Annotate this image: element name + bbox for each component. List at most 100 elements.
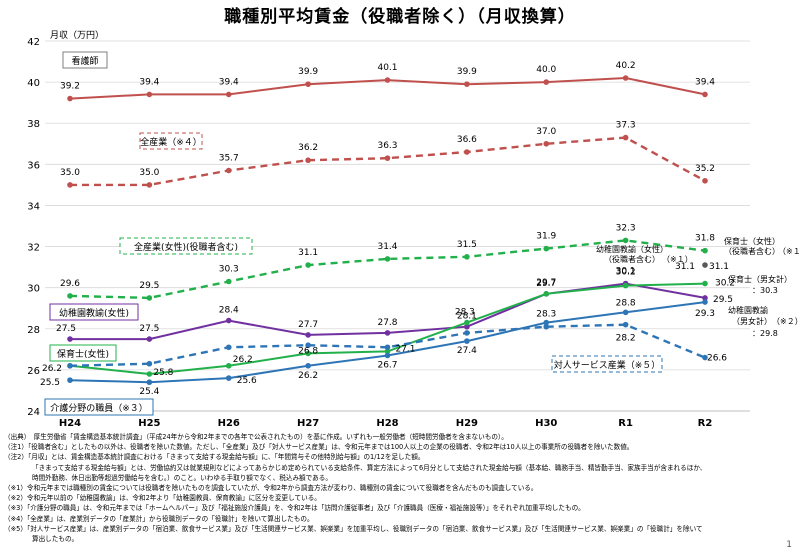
series-label: 保育士(女性) (57, 348, 109, 360)
y-tick-label: 28 (27, 325, 40, 336)
data-point (622, 237, 629, 244)
data-point (543, 323, 550, 330)
data-point (543, 319, 550, 326)
series-label-box (119, 237, 253, 255)
data-label: 39.2 (60, 82, 80, 92)
data-point (146, 379, 153, 386)
data-point (146, 336, 153, 342)
series-label: 全産業(女性)(役職者含む) (134, 241, 238, 253)
data-label: 39.4 (695, 77, 715, 87)
y-tick-label: 26 (27, 366, 40, 377)
data-label: 25.6 (237, 376, 257, 386)
footnote-line: （※3）「介護分野の職員」は、令和元年までは「ホームヘルパー」及び「福祉施設介護… (4, 504, 585, 513)
data-point (225, 344, 232, 351)
data-point (67, 182, 73, 188)
footnote-line: 算出したもの。 (32, 535, 79, 544)
data-point (146, 371, 153, 377)
series-label: 幼稚園教諭(女性) (59, 307, 129, 319)
data-label: 28.8 (616, 298, 636, 308)
data-point (702, 354, 708, 361)
data-label: 31.8 (695, 234, 715, 244)
data-point (225, 362, 232, 369)
y-axis-label: 月収（万円） (50, 29, 104, 41)
data-label: 28.3 (455, 308, 475, 318)
data-point (305, 362, 311, 369)
data-label: 36.3 (377, 141, 397, 151)
data-point (146, 182, 153, 188)
data-point (146, 360, 153, 367)
data-point (702, 247, 708, 254)
data-point (464, 149, 470, 155)
data-label: 29.5 (713, 295, 733, 305)
x-tick-label: R2 (698, 418, 713, 429)
footnote-line: （※1）令和元年までは職種別の賃金については役職者を除いたものを調査していたが、… (4, 484, 538, 493)
y-tick-label: 24 (27, 407, 40, 418)
data-point (67, 336, 73, 342)
annotation-text: （役職者含む） (604, 254, 660, 264)
data-point (702, 177, 708, 184)
data-label: 30.1 (616, 267, 636, 277)
data-label: 36.2 (298, 143, 318, 153)
data-point (384, 256, 391, 262)
data-point (622, 282, 629, 289)
x-tick-label: H26 (218, 418, 240, 429)
data-point (543, 245, 550, 252)
data-label: 27.5 (56, 324, 76, 334)
line-chart: 24 26 28 30 32 34 36 38 40 42 月収（万円） H24 H25 H26 H27 H2… (27, 29, 800, 429)
data-point (384, 155, 391, 161)
data-point (543, 140, 550, 147)
data-label: 28.1 (457, 312, 477, 322)
data-point (305, 157, 311, 164)
series-label-box (62, 51, 108, 69)
data-label: 27.1 (395, 344, 415, 354)
data-point (702, 262, 708, 268)
y-tick-label: 30 (27, 284, 40, 295)
footnote-line: 「きまって支給する現金給与額」とは、労働協約又は就業規則などによってあらかじめ定… (32, 463, 707, 472)
annotation-text: （役職者含む） (724, 246, 780, 256)
annotation-text: ：29.8 (752, 329, 778, 338)
data-label: 28.3 (536, 310, 556, 320)
data-label: 25.4 (139, 387, 159, 397)
data-point (146, 91, 153, 98)
x-tick-label: R1 (618, 418, 633, 429)
series-label: 介護分野の職員（※３） (50, 402, 148, 414)
data-label: 30.2 (616, 268, 636, 278)
annotation-text: （男女計） (732, 316, 772, 326)
data-point (702, 295, 708, 301)
data-label: 25.5 (40, 378, 60, 388)
data-point (225, 278, 232, 285)
data-point (543, 79, 550, 85)
data-point (67, 95, 73, 102)
annotation-text: 保育士（男女計） (728, 274, 792, 284)
footnote-line: （出典） 厚生労働省「賃金構造基本統計調査」（平成24年から令和2年までの各年で… (4, 433, 508, 441)
data-label: 29.5 (139, 281, 159, 291)
data-point (384, 344, 391, 351)
data-label: 26.7 (377, 361, 397, 371)
data-point (464, 330, 470, 336)
data-point (622, 75, 629, 81)
x-tick-label: H25 (138, 418, 160, 429)
data-point (305, 342, 311, 349)
data-label: 26.6 (707, 354, 727, 364)
data-point (67, 362, 73, 369)
footnotes: （出典） 厚生労働省「賃金構造基本統計調査」（平成24年から令和2年までの各年で… (4, 432, 794, 544)
data-point (305, 81, 311, 87)
data-label: 30.2 (715, 279, 735, 289)
series-line (69, 239, 706, 300)
data-label: 29.7 (536, 279, 556, 289)
series-line (69, 323, 706, 367)
data-point (702, 280, 708, 287)
annotation-text: 幼稚園教諭（女性） (596, 244, 668, 254)
series-label: 看護師 (71, 55, 98, 67)
data-point (702, 299, 708, 305)
data-point (464, 323, 470, 330)
y-tick-label: 40 (27, 78, 40, 89)
data-label: 39.9 (457, 67, 477, 77)
data-point (225, 167, 232, 174)
data-point (305, 350, 311, 357)
data-label: 40.1 (377, 63, 397, 73)
footnote-line: （※5）「対人サービス産業」は、産業別データの「宿泊業、飲食サービス業」及び「生… (4, 524, 703, 533)
data-point (464, 81, 470, 87)
data-label: 28.2 (616, 334, 636, 344)
annotation-text: 保育士（女性） (724, 236, 780, 246)
